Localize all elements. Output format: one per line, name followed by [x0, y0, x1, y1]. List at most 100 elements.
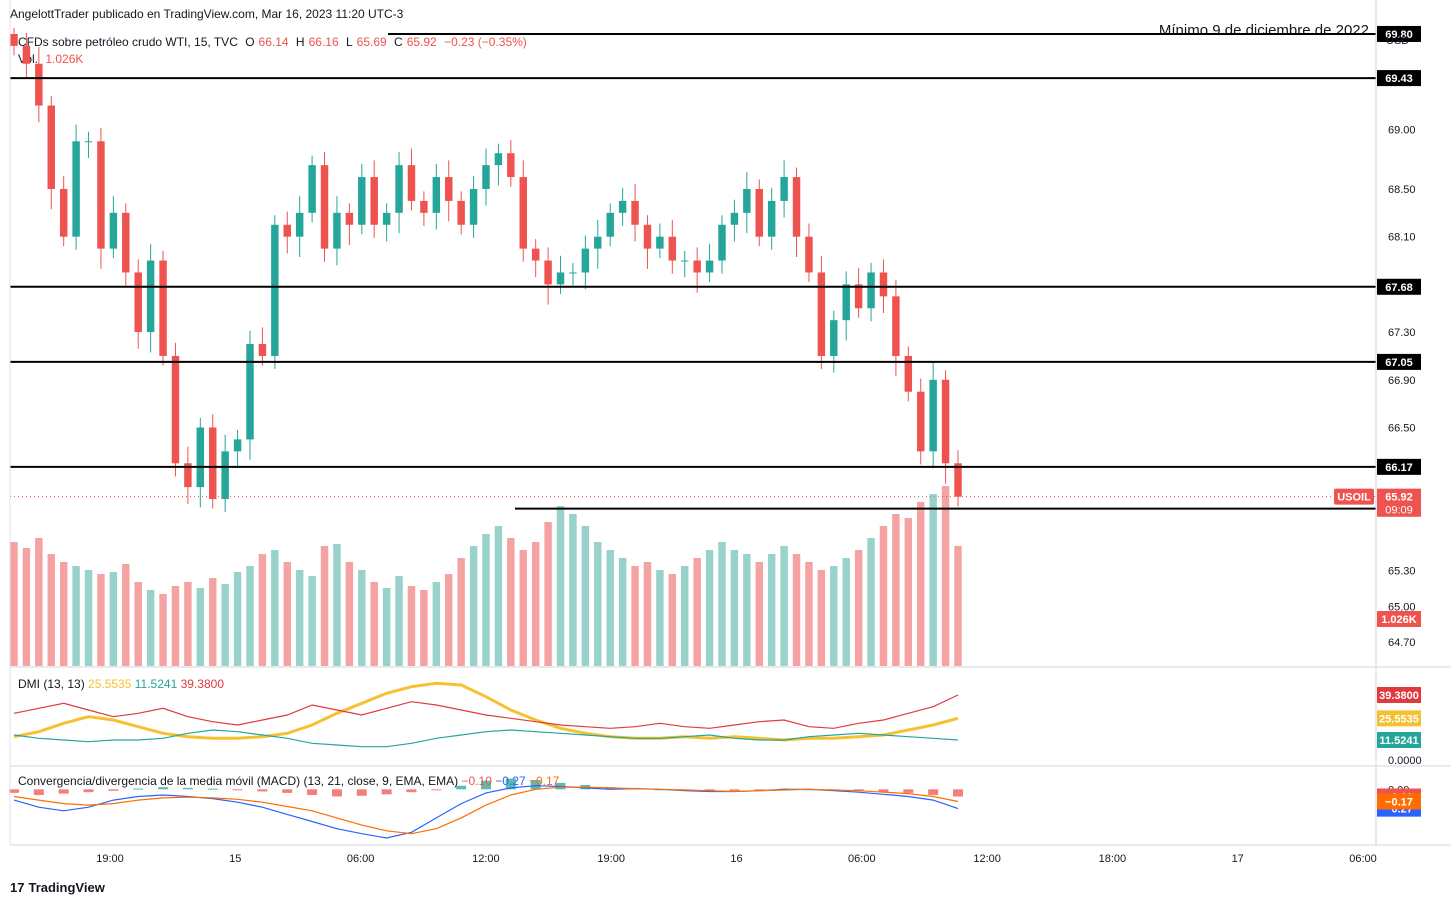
volume-bar [780, 546, 788, 666]
indicator-value-label: 11.5241 [1379, 735, 1418, 747]
candle-body [569, 272, 577, 274]
candle-body [693, 260, 701, 273]
candle-body [668, 236, 677, 261]
dmi-legend[interactable]: DMI (13, 13) 25.5535 11.5241 39.3800 [18, 677, 224, 691]
macd-title: Convergencia/divergencia de la media móv… [18, 774, 459, 788]
price-tick-label: 65.00 [1388, 601, 1416, 613]
level-label-box [1377, 353, 1421, 370]
volume-bar [929, 494, 937, 666]
volume-bar [233, 572, 242, 666]
candles [10, 28, 962, 513]
macd-histogram-bar [754, 789, 765, 791]
ohlc-high-value: 66.16 [308, 35, 339, 49]
dmi-minus-value: 39.3800 [180, 677, 224, 691]
symbol-description[interactable]: CFDs sobre petróleo crudo WTI, 15, TVC [18, 35, 238, 49]
macd-histogram-bar [207, 788, 218, 790]
volume-bar [693, 558, 701, 666]
last-price-box [1377, 488, 1421, 517]
volume-bar [718, 542, 726, 666]
macd-hist-value: −0.10 [461, 774, 492, 788]
ohlc-low: L 65.69 [346, 35, 387, 49]
countdown-label: 09:09 [1385, 505, 1413, 517]
candle-body [333, 212, 341, 249]
price-tick-label: 69.00 [1388, 124, 1416, 136]
macd-histogram-bar [381, 789, 392, 795]
price-labels: 69.8069.4367.6867.0566.1765.82USDUSOIL65… [1334, 25, 1421, 627]
last-price-label: 65.92 [1385, 492, 1413, 504]
footer-brand[interactable]: 17 TradingView [10, 880, 105, 895]
volume-bar [519, 550, 527, 666]
volume-bar [917, 502, 925, 666]
macd-histogram-bar [356, 789, 367, 796]
macd-histogram-bar [729, 789, 740, 791]
candle-body [755, 188, 763, 237]
symbol-tag-box [1334, 488, 1374, 505]
candle-body [358, 177, 366, 225]
symbol-tag: USOIL [1337, 492, 1371, 504]
macd-histogram-bar [903, 789, 914, 793]
axes: 69.00 68.50 68.10 67.30 66.90 66.50 65.30 65.00… [9, 0, 1451, 865]
volume-bar [681, 566, 689, 666]
volume-bar [482, 534, 490, 666]
candle-body [469, 188, 478, 225]
volume-bars [10, 486, 962, 666]
candle-body [904, 355, 913, 392]
macd-histogram-bar [58, 789, 69, 794]
time-tick-label: 06:00 [1349, 853, 1377, 865]
tradingview-logo-icon: 17 [10, 880, 25, 895]
time-tick-label: 19:00 [96, 853, 124, 865]
macd-histogram-bar [481, 780, 491, 790]
volume-bar [333, 544, 341, 666]
volume-bar [10, 542, 18, 666]
time-tick-label: 06:00 [848, 853, 876, 865]
candle-body [196, 427, 205, 488]
macd-legend[interactable]: Convergencia/divergencia de la media móv… [18, 774, 559, 788]
level-label: 67.05 [1385, 357, 1413, 369]
candle-body [556, 272, 565, 285]
dmi-pane: 0.0000 25.5535 11.5241 39.3800 [13, 681, 1422, 767]
time-tick-label: 12:00 [472, 853, 500, 865]
volume-bar [171, 586, 180, 666]
time-tick-label: 19:00 [597, 853, 625, 865]
volume-bar [656, 570, 664, 666]
level-label: 67.68 [1385, 282, 1413, 294]
candle-body [407, 165, 416, 201]
ohlc-low-label: L [345, 35, 353, 49]
time-tick-label: 12:00 [973, 853, 1001, 865]
volume-bar [904, 518, 913, 666]
volume-bar [146, 590, 155, 666]
candle-body [544, 260, 552, 285]
candle-body [854, 284, 863, 309]
ohlc-close-label: C [394, 35, 403, 49]
volume-bar [631, 566, 639, 666]
candle-body [171, 355, 180, 464]
macd-histogram-bar [133, 788, 144, 790]
candle-body [233, 439, 242, 452]
macd-histogram-bar [83, 789, 94, 793]
macd-histogram-bar [456, 785, 467, 790]
macd-histogram-bar [331, 789, 342, 797]
candle-body [320, 165, 329, 249]
volume-bar [445, 574, 453, 666]
macd-histogram-bar [878, 789, 889, 793]
candle-body [122, 212, 130, 273]
candle-body [146, 260, 155, 333]
level-label: 69.43 [1385, 73, 1413, 85]
candle-body [805, 236, 813, 273]
dmi-adx-value: 25.5535 [88, 677, 132, 691]
volume-bar [295, 570, 304, 666]
volume-bar [457, 558, 465, 666]
candle-body [159, 260, 167, 356]
volume-bar [854, 550, 863, 666]
candle-body [656, 236, 664, 249]
volume-bar [643, 562, 652, 666]
ohlc-open: O 66.14 [245, 35, 288, 49]
candle-body [10, 33, 18, 46]
time-tick-label: 18:00 [1099, 853, 1127, 865]
macd-histogram-bar [108, 789, 119, 791]
indicator-value-box [1377, 687, 1421, 703]
volume-bar [705, 550, 714, 666]
candle-body [370, 177, 378, 225]
volume-bar [767, 554, 776, 666]
